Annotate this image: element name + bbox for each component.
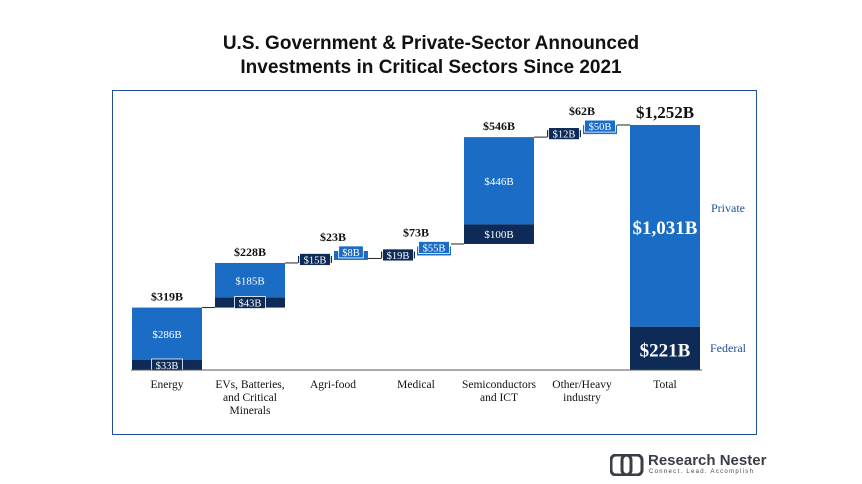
bar-5-total-label: $546B — [483, 119, 515, 133]
category-label-2-line-1: EVs, Batteries, — [215, 379, 284, 391]
bar-5-federal-label: $100B — [484, 229, 513, 241]
bar-4-total-label: $73B — [403, 225, 429, 239]
bar-1-private — [132, 307, 202, 360]
logo-name: Research Nester — [648, 452, 766, 469]
bar-7-private — [630, 124, 700, 327]
bar-1-private-label: $286B — [152, 329, 181, 341]
bar-6-federal-label: $12B — [553, 130, 576, 141]
bar-7-total-label: $1,252B — [636, 103, 694, 122]
logo-mark-icon — [610, 454, 644, 476]
bar-3-private-label: $8B — [342, 248, 360, 259]
bar-1-total-label: $319B — [151, 290, 183, 304]
category-label-3-line-1: Agri-food — [310, 379, 356, 391]
bar-1-federal-label: $33B — [156, 361, 179, 372]
bar-4-federal-label-box — [382, 248, 414, 262]
bar-4-private-label: $55B — [423, 243, 446, 254]
bar-3-total-label: $23B — [320, 230, 346, 244]
category-label-1-line-1: Energy — [150, 379, 183, 391]
bar-7-private-label: $1,031B — [633, 218, 698, 239]
category-label-7-line-1: Total — [653, 379, 676, 391]
category-label-2-line-2: and Critical — [223, 392, 277, 404]
bar-7-federal-label: $221B — [640, 340, 691, 361]
bar-6-total-label: $62B — [569, 104, 595, 118]
bar-6-private-label-box — [584, 119, 616, 133]
bar-5-private-label: $446B — [484, 176, 513, 188]
legend-private: Private — [711, 201, 745, 215]
logo-name-part2: Nester — [719, 452, 767, 469]
category-label-6-line-2: industry — [563, 392, 601, 404]
category-label-2-line-3: Minerals — [230, 405, 271, 417]
bar-6-private-label: $50B — [589, 122, 612, 133]
chart-title: U.S. Government & Private-Sector Announc… — [0, 32, 862, 80]
bar-5-federal — [464, 224, 534, 244]
bar-2-private — [215, 262, 285, 298]
logo-name-part1: Research — [648, 452, 716, 469]
bar-2-federal-label: $43B — [239, 299, 262, 310]
bar-6-federal-label-box — [548, 127, 580, 141]
bar-3-private-label-box — [338, 245, 364, 259]
category-label-5-line-2: and ICT — [480, 392, 518, 404]
bar-2-private-label: $185B — [235, 275, 264, 287]
category-label-6-line-1: Other/Heavy — [552, 379, 612, 391]
bar-3-federal-label-box — [299, 253, 331, 266]
bar-5-private — [464, 137, 534, 225]
bar-1-federal-label-box — [151, 358, 183, 372]
research-nester-logo: Research Nester Connect. Lead. Accomplis… — [610, 452, 770, 478]
bar-4-private-label-box — [418, 241, 450, 254]
bar-2-federal-label-box — [234, 296, 266, 309]
bar-3-federal-label: $15B — [304, 255, 327, 266]
chart-title-line-1: U.S. Government & Private-Sector Announc… — [222, 33, 640, 54]
category-label-4-line-1: Medical — [397, 379, 435, 391]
bar-7-federal — [630, 326, 700, 370]
legend-federal: Federal — [710, 341, 747, 355]
chart-title-line-2: Investments in Critical Sectors Since 20… — [240, 57, 622, 78]
bar-2-total-label: $228B — [234, 245, 266, 259]
category-label-5-line-1: Semiconductors — [462, 379, 537, 391]
bar-4-federal-label: $19B — [387, 251, 410, 262]
logo-tagline: Connect. Lead. Accomplish — [649, 469, 755, 475]
